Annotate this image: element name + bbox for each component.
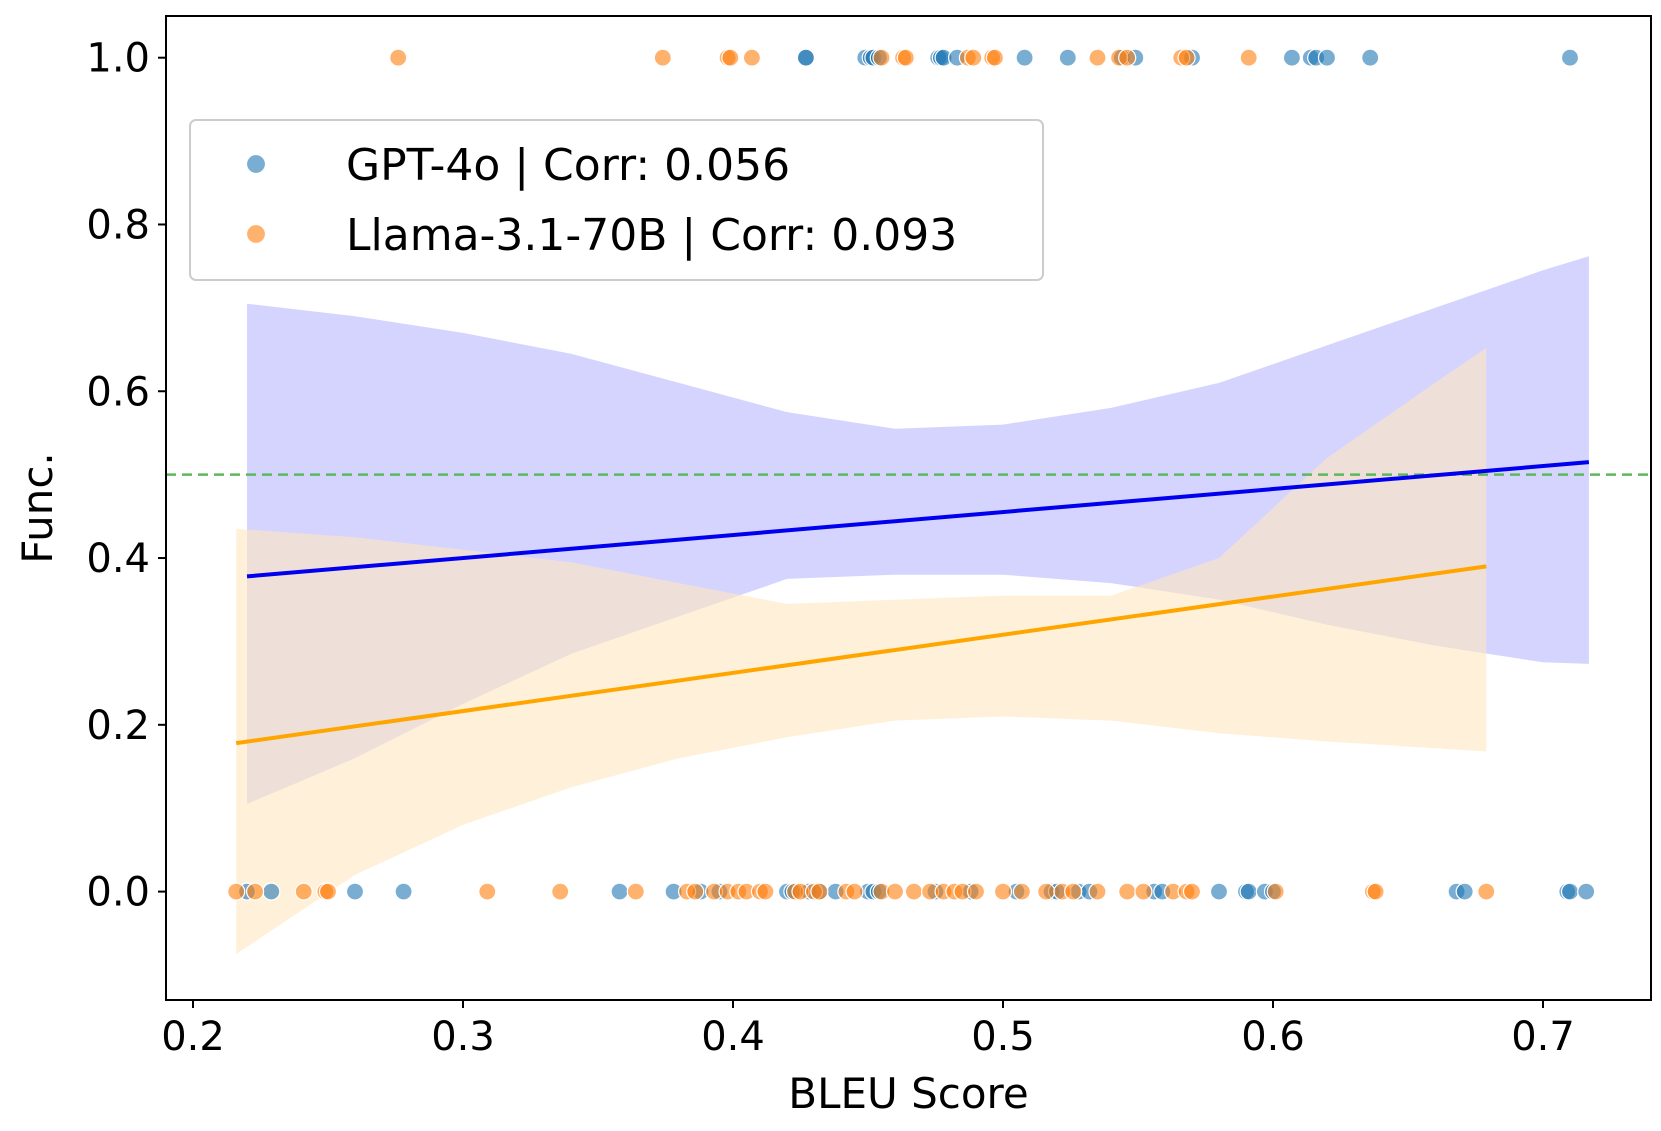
x-tick-label: 0.7 — [1511, 1014, 1575, 1060]
scatter-point-series-1 — [1037, 882, 1056, 901]
scatter-point-series-1 — [721, 48, 740, 67]
scatter-point-series-1 — [1366, 882, 1385, 901]
x-tick-label: 0.2 — [161, 1014, 225, 1060]
scatter-point-series-1 — [756, 882, 775, 901]
scatter-point-series-0 — [394, 882, 413, 901]
scatter-point-series-1 — [742, 48, 762, 67]
regression-line-1 — [235, 564, 1487, 746]
scatter-point-series-1 — [1177, 48, 1196, 67]
scatter-point-series-1 — [1088, 882, 1107, 901]
scatter-point-series-1 — [1088, 48, 1107, 67]
scatter-point-series-1 — [653, 48, 672, 67]
legend-marker-llama — [245, 223, 267, 245]
scatter-point-series-1 — [904, 882, 924, 901]
scatter-point-series-1 — [845, 882, 864, 901]
y-tick-label: 0.6 — [86, 369, 150, 415]
scatter-point-series-0 — [1317, 48, 1337, 67]
scatter-point-series-0 — [345, 882, 365, 901]
regression-lines — [235, 460, 1590, 746]
scatter-point-series-0 — [1455, 882, 1474, 901]
legend-box — [189, 119, 1044, 281]
scatter-point-series-1 — [1064, 882, 1083, 901]
scatter-point-series-1 — [1118, 48, 1137, 67]
y-axis-ticks: 0.0 0.2 0.4 0.6 0.8 1.0 — [86, 36, 166, 916]
y-tick-label: 0.8 — [86, 202, 150, 248]
scatter-point-series-1 — [1134, 882, 1153, 901]
scatter-point-series-1 — [810, 882, 829, 901]
y-tick-label: 1.0 — [86, 36, 150, 82]
scatter-point-series-0 — [610, 882, 629, 901]
scatter-point-series-0 — [1361, 48, 1380, 67]
y-tick-label: 0.4 — [86, 536, 150, 582]
scatter-point-series-1 — [1477, 882, 1496, 901]
scatter-point-series-1 — [294, 882, 313, 901]
x-tick-label: 0.6 — [1241, 1014, 1305, 1060]
scatter-point-series-1 — [1266, 882, 1285, 901]
scatter-point-series-1 — [966, 882, 986, 901]
scatter-point-series-1 — [993, 882, 1013, 901]
scatter-point-series-1 — [1012, 882, 1032, 901]
confidence-band-1 — [236, 347, 1487, 955]
scatter-point-series-1 — [478, 882, 497, 901]
scatter-point-series-1 — [1118, 882, 1137, 901]
scatter-point-series-0 — [1015, 48, 1034, 67]
scatter-point-series-0 — [262, 882, 281, 901]
regression-line-0 — [246, 460, 1590, 579]
scatter-point-series-0 — [1577, 882, 1596, 901]
scatter-point-series-1 — [964, 48, 983, 67]
scatter-point-series-1 — [389, 48, 408, 67]
scatter-points — [227, 48, 1596, 901]
scatter-point-series-1 — [318, 882, 338, 901]
x-tick-label: 0.3 — [431, 1014, 495, 1060]
legend-label-gpt-4o: GPT-4o | Corr: 0.056 — [346, 140, 790, 191]
scatter-point-series-0 — [1239, 882, 1258, 901]
scatter-point-series-0 — [1058, 48, 1077, 67]
scatter-point-series-1 — [1239, 48, 1258, 67]
x-axis-ticks: 0.2 0.3 0.4 0.5 0.6 0.7 — [161, 1000, 1575, 1060]
scatter-point-series-1 — [246, 882, 265, 901]
scatter-point-series-1 — [626, 882, 645, 901]
legend: GPT-4o | Corr: 0.056 Llama-3.1-70B | Cor… — [189, 119, 1044, 281]
scatter-point-series-0 — [796, 48, 816, 67]
scatter-point-series-0 — [1560, 882, 1580, 901]
x-tick-label: 0.4 — [701, 1014, 765, 1060]
scatter-point-series-1 — [551, 882, 570, 901]
y-axis-label: Func. — [13, 452, 62, 564]
scatter-point-series-1 — [896, 48, 915, 67]
legend-marker-gpt-4o — [245, 153, 267, 175]
x-axis-label: BLEU Score — [788, 1069, 1028, 1118]
scatter-point-series-1 — [885, 882, 905, 901]
confidence-band-0 — [247, 256, 1589, 804]
y-tick-label: 0.2 — [86, 703, 150, 749]
confidence-bands — [236, 256, 1589, 955]
plot-frame — [165, 15, 1652, 1001]
scatter-point-series-1 — [872, 48, 891, 67]
scatter-point-series-1 — [227, 882, 246, 901]
legend-label-llama: Llama-3.1-70B | Corr: 0.093 — [346, 210, 957, 261]
x-tick-label: 0.5 — [971, 1014, 1035, 1060]
scatter-point-series-1 — [1182, 882, 1202, 901]
scatter-point-series-1 — [985, 48, 1005, 67]
scatter-point-series-0 — [1282, 48, 1302, 67]
scatter-point-series-0 — [1209, 882, 1229, 901]
scatter-point-series-0 — [1560, 48, 1580, 67]
scatter-point-series-1 — [686, 882, 705, 901]
y-tick-label: 0.0 — [86, 870, 150, 916]
